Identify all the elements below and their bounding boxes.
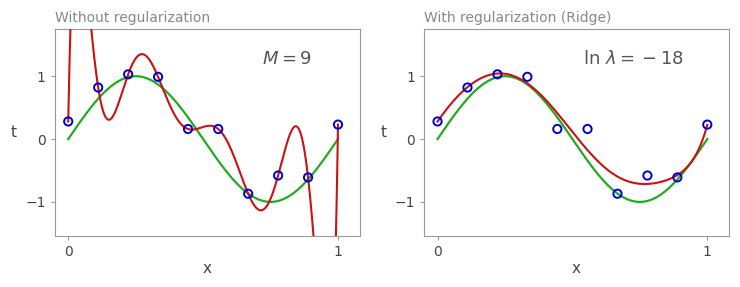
Y-axis label: t: t [380, 125, 386, 140]
Point [272, 173, 284, 178]
Point [642, 173, 653, 178]
Text: With regularization (Ridge): With regularization (Ridge) [424, 11, 611, 25]
Point [522, 75, 534, 79]
Point [551, 127, 563, 131]
Point [122, 72, 134, 77]
Point [92, 85, 104, 90]
Text: Without regularization: Without regularization [55, 11, 210, 25]
Text: $M = 9$: $M = 9$ [262, 50, 312, 68]
Point [212, 127, 224, 131]
Point [152, 75, 164, 79]
Point [582, 127, 593, 131]
Y-axis label: t: t [11, 125, 17, 140]
Point [62, 119, 74, 124]
Point [182, 127, 194, 131]
Text: $\ln\,\lambda = -18$: $\ln\,\lambda = -18$ [582, 50, 683, 68]
Point [671, 175, 683, 180]
Point [302, 175, 314, 180]
Point [242, 191, 254, 196]
Point [431, 119, 443, 124]
Point [491, 72, 503, 77]
Point [332, 122, 344, 127]
X-axis label: x: x [203, 261, 212, 276]
Point [702, 122, 713, 127]
Point [611, 191, 623, 196]
X-axis label: x: x [572, 261, 581, 276]
Point [462, 85, 474, 90]
